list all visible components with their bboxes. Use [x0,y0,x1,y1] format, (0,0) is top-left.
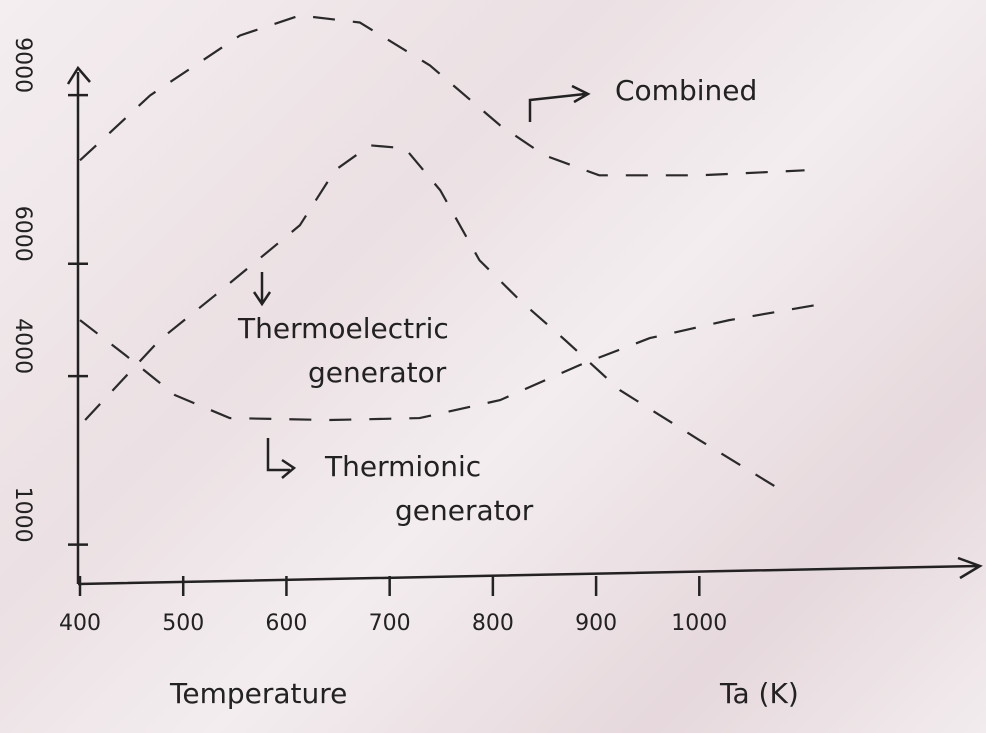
x-tick-label: 1000 [671,611,727,636]
x-tick-label: 800 [472,611,514,636]
thermoelectric-arrow [254,272,270,304]
series-label-line: generator [308,356,447,389]
x-unit-label: Ta (K) [719,677,799,710]
series-label: Thermoelectric generator [237,312,449,389]
series-label: Combined [615,74,757,107]
series-label-line: Thermionic [324,450,481,483]
y-tick-label: 4000 [10,318,35,374]
x-tick-label: 600 [265,611,307,636]
series-label: Thermionic generator [324,450,534,527]
thermionic-arrow [268,438,294,478]
x-tick-label: 400 [59,611,101,636]
y-tick-label: 6000 [10,206,35,262]
y-tick-label: 9000 [10,37,35,93]
x-axis [78,558,980,584]
x-tick-label: 900 [575,611,617,636]
x-tick-label: 500 [162,611,204,636]
chart: Temperature Ta (K) 400 500 600 700 800 900 100… [0,0,986,733]
combined-arrow [530,86,588,122]
y-tick-label: 1000 [10,487,35,543]
x-tick-label: 700 [369,611,411,636]
series-label-line: Thermoelectric [237,312,449,345]
series-label-line: generator [395,494,534,527]
x-axis-label: Temperature [169,677,347,710]
